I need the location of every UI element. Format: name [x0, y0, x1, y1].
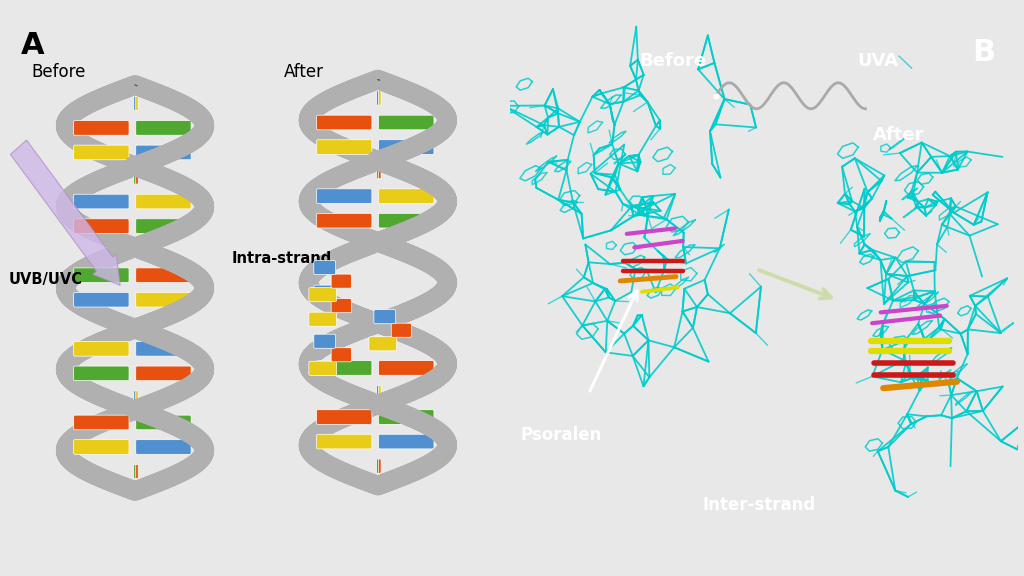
FancyBboxPatch shape	[136, 243, 138, 258]
FancyBboxPatch shape	[377, 90, 379, 105]
FancyBboxPatch shape	[313, 334, 336, 348]
FancyBboxPatch shape	[136, 439, 191, 454]
FancyBboxPatch shape	[136, 317, 138, 332]
FancyBboxPatch shape	[379, 385, 381, 400]
FancyBboxPatch shape	[316, 115, 372, 130]
FancyBboxPatch shape	[379, 238, 381, 252]
FancyBboxPatch shape	[134, 391, 136, 406]
FancyBboxPatch shape	[134, 96, 136, 111]
FancyBboxPatch shape	[377, 238, 379, 252]
Text: UVB/UVC: UVB/UVC	[8, 272, 83, 287]
FancyBboxPatch shape	[379, 115, 434, 130]
FancyBboxPatch shape	[136, 464, 138, 479]
Text: B: B	[972, 38, 995, 67]
FancyBboxPatch shape	[316, 410, 372, 425]
FancyBboxPatch shape	[379, 361, 434, 375]
FancyBboxPatch shape	[136, 219, 191, 233]
FancyBboxPatch shape	[316, 189, 372, 203]
FancyBboxPatch shape	[74, 120, 129, 135]
FancyBboxPatch shape	[313, 285, 336, 299]
FancyBboxPatch shape	[74, 145, 129, 160]
FancyBboxPatch shape	[369, 337, 396, 351]
FancyArrow shape	[10, 140, 120, 285]
Text: Before: Before	[639, 52, 707, 70]
FancyBboxPatch shape	[74, 366, 129, 381]
Text: A: A	[22, 31, 45, 60]
FancyBboxPatch shape	[136, 194, 191, 209]
Text: Inter-strand: Inter-strand	[702, 497, 816, 514]
FancyBboxPatch shape	[316, 213, 372, 228]
FancyBboxPatch shape	[134, 243, 136, 258]
FancyBboxPatch shape	[316, 140, 372, 154]
FancyBboxPatch shape	[316, 434, 372, 449]
FancyBboxPatch shape	[74, 439, 129, 454]
Text: Before: Before	[31, 63, 85, 81]
FancyBboxPatch shape	[331, 298, 351, 313]
FancyBboxPatch shape	[136, 342, 191, 356]
Text: Intra-strand: Intra-strand	[231, 251, 332, 266]
FancyBboxPatch shape	[134, 464, 136, 479]
FancyBboxPatch shape	[309, 361, 337, 376]
FancyBboxPatch shape	[309, 312, 337, 326]
FancyBboxPatch shape	[379, 164, 381, 179]
FancyBboxPatch shape	[74, 415, 129, 430]
FancyBboxPatch shape	[136, 170, 138, 184]
Text: UVA: UVA	[858, 52, 899, 70]
FancyBboxPatch shape	[134, 170, 136, 184]
FancyBboxPatch shape	[331, 274, 351, 288]
FancyBboxPatch shape	[74, 194, 129, 209]
FancyBboxPatch shape	[379, 90, 381, 105]
FancyBboxPatch shape	[379, 213, 434, 228]
FancyBboxPatch shape	[331, 348, 351, 362]
FancyBboxPatch shape	[136, 366, 191, 381]
FancyBboxPatch shape	[74, 268, 129, 282]
FancyBboxPatch shape	[379, 140, 434, 154]
Text: After: After	[873, 126, 925, 143]
FancyBboxPatch shape	[136, 145, 191, 160]
FancyBboxPatch shape	[374, 310, 395, 324]
FancyBboxPatch shape	[379, 410, 434, 425]
FancyBboxPatch shape	[136, 415, 191, 430]
FancyBboxPatch shape	[74, 219, 129, 233]
Text: After: After	[284, 63, 324, 81]
FancyBboxPatch shape	[74, 293, 129, 307]
FancyBboxPatch shape	[377, 164, 379, 179]
Text: Psoralen: Psoralen	[520, 426, 601, 444]
FancyBboxPatch shape	[74, 342, 129, 356]
FancyBboxPatch shape	[136, 391, 138, 406]
FancyBboxPatch shape	[391, 323, 412, 338]
FancyBboxPatch shape	[136, 268, 191, 282]
FancyBboxPatch shape	[313, 260, 336, 275]
FancyBboxPatch shape	[377, 459, 379, 473]
FancyBboxPatch shape	[136, 293, 191, 307]
FancyBboxPatch shape	[134, 317, 136, 332]
FancyBboxPatch shape	[379, 434, 434, 449]
FancyBboxPatch shape	[377, 385, 379, 400]
FancyBboxPatch shape	[136, 96, 138, 111]
FancyBboxPatch shape	[379, 459, 381, 473]
FancyBboxPatch shape	[316, 361, 372, 375]
FancyBboxPatch shape	[309, 287, 337, 302]
FancyBboxPatch shape	[136, 120, 191, 135]
FancyBboxPatch shape	[379, 189, 434, 203]
